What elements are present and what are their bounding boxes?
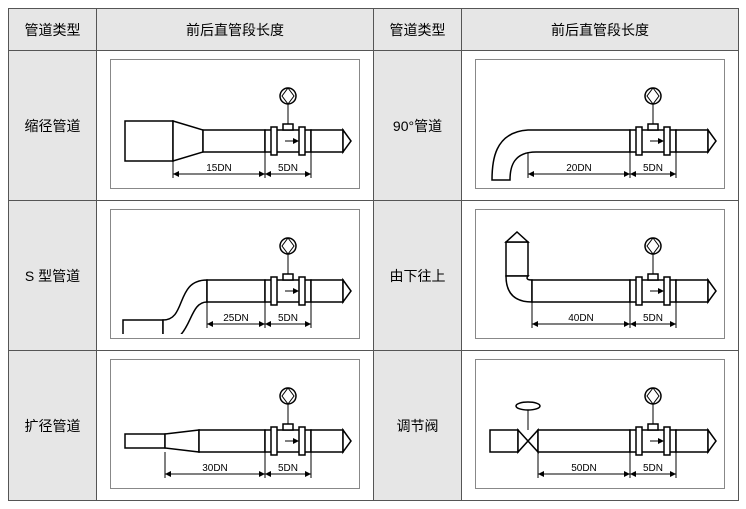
pipe-table: 管道类型 前后直管段长度 管道类型 前后直管段长度 缩径管道 15DN 5DN 90°…	[8, 8, 739, 501]
svg-text:40DN: 40DN	[568, 313, 594, 324]
pipe-type-label: S 型管道	[9, 201, 97, 351]
svg-text:5DN: 5DN	[643, 163, 663, 174]
svg-text:5DN: 5DN	[278, 463, 298, 474]
header-row: 管道类型 前后直管段长度 管道类型 前后直管段长度	[9, 9, 739, 51]
pipe-diagram: 30DN 5DN	[97, 351, 374, 501]
svg-text:50DN: 50DN	[571, 463, 597, 474]
hdr-diag-2: 前后直管段长度	[462, 9, 739, 51]
table-row: 扩径管道 30DN 5DN 调节阀 50DN 5DN	[9, 351, 739, 501]
pipe-diagram: 15DN 5DN	[97, 51, 374, 201]
pipe-type-label: 缩径管道	[9, 51, 97, 201]
pipe-type-label: 90°管道	[374, 51, 462, 201]
svg-text:30DN: 30DN	[202, 463, 228, 474]
svg-text:15DN: 15DN	[206, 163, 232, 174]
table-row: S 型管道 25DN 5DN 由下往上 40DN 5DN	[9, 201, 739, 351]
svg-text:5DN: 5DN	[278, 163, 298, 174]
hdr-type-1: 管道类型	[9, 9, 97, 51]
pipe-diagram: 40DN 5DN	[462, 201, 739, 351]
pipe-diagram: 50DN 5DN	[462, 351, 739, 501]
hdr-diag-1: 前后直管段长度	[97, 9, 374, 51]
pipe-type-label: 扩径管道	[9, 351, 97, 501]
pipe-type-label: 由下往上	[374, 201, 462, 351]
svg-text:25DN: 25DN	[223, 313, 249, 324]
pipe-type-label: 调节阀	[374, 351, 462, 501]
svg-text:5DN: 5DN	[278, 313, 298, 324]
svg-text:5DN: 5DN	[643, 313, 663, 324]
svg-text:20DN: 20DN	[566, 163, 592, 174]
pipe-diagram: 20DN 5DN	[462, 51, 739, 201]
hdr-type-2: 管道类型	[374, 9, 462, 51]
table-row: 缩径管道 15DN 5DN 90°管道 20DN 5DN	[9, 51, 739, 201]
svg-text:5DN: 5DN	[643, 463, 663, 474]
pipe-diagram: 25DN 5DN	[97, 201, 374, 351]
